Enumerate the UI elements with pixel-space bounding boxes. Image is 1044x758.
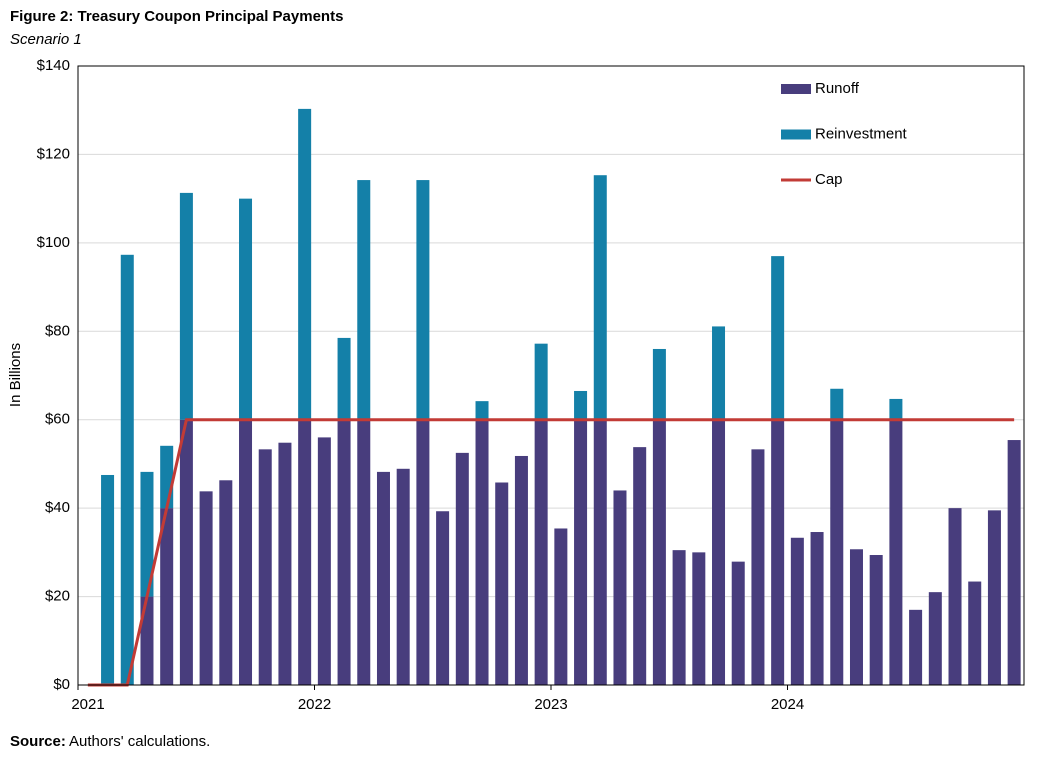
bar — [376, 471, 390, 685]
cap-line — [87, 418, 1015, 687]
bar — [771, 256, 785, 420]
y-tick-label: $120 — [37, 145, 70, 162]
x-tick-label: 2022 — [298, 696, 331, 713]
chart-subtitle: Scenario 1 — [10, 31, 82, 48]
bar — [593, 175, 607, 420]
bar — [179, 192, 193, 420]
bar — [317, 437, 331, 685]
bar — [652, 419, 666, 685]
bar — [534, 343, 548, 420]
bar — [554, 528, 568, 685]
bar — [810, 532, 824, 685]
bar — [652, 348, 666, 420]
y-tick-label: $0 — [53, 676, 70, 693]
bar — [179, 419, 193, 685]
bar — [416, 180, 430, 420]
bar — [928, 592, 942, 685]
bar — [948, 508, 962, 685]
legend-label: Cap — [815, 171, 843, 188]
bar — [1007, 440, 1021, 685]
bar — [357, 180, 371, 420]
y-tick-label: $20 — [45, 588, 70, 605]
legend-swatch — [781, 84, 811, 94]
bar — [416, 419, 430, 685]
source-text: Authors' calculations. — [69, 733, 210, 750]
chart-title: Figure 2: Treasury Coupon Principal Paym… — [10, 8, 343, 25]
bar — [987, 510, 1001, 685]
legend-label: Reinvestment — [815, 125, 908, 142]
bar — [101, 474, 115, 685]
x-tick-label: 2021 — [71, 696, 104, 713]
bar — [475, 401, 489, 420]
bar — [160, 445, 174, 509]
bar — [239, 419, 253, 685]
bar — [830, 388, 844, 420]
bar — [298, 419, 312, 685]
bar — [278, 442, 292, 685]
bar — [574, 390, 588, 420]
bar — [849, 549, 863, 685]
bar — [534, 419, 548, 685]
y-axis-label: In Billions — [7, 343, 24, 407]
bar — [475, 419, 489, 685]
bar — [889, 398, 903, 420]
bar — [830, 419, 844, 685]
bar — [495, 482, 509, 685]
bar — [239, 198, 253, 420]
bar — [771, 419, 785, 685]
y-tick-label: $100 — [37, 234, 70, 251]
x-tick-label: 2024 — [771, 696, 804, 713]
bar — [712, 419, 726, 685]
bar — [613, 490, 627, 685]
bar — [140, 471, 154, 597]
source-label: Source: — [10, 733, 66, 750]
bar — [396, 468, 410, 685]
bar — [751, 449, 765, 685]
bar — [731, 561, 745, 685]
y-tick-label: $140 — [37, 57, 70, 74]
bar — [790, 537, 804, 685]
bar — [889, 419, 903, 685]
bar — [337, 419, 351, 685]
legend-swatch — [781, 129, 811, 140]
x-tick-label: 2023 — [534, 696, 567, 713]
bar — [869, 555, 883, 685]
plot-frame — [77, 65, 1025, 686]
bar — [258, 449, 272, 685]
bar — [219, 480, 233, 685]
bar — [633, 447, 647, 685]
bar — [357, 419, 371, 685]
y-tick-label: $80 — [45, 322, 70, 339]
bar — [120, 254, 134, 686]
bar — [593, 419, 607, 685]
bar — [514, 455, 528, 685]
bar — [574, 419, 588, 685]
bar — [455, 452, 469, 685]
bar — [672, 550, 686, 685]
bar — [160, 508, 174, 685]
bar — [337, 337, 351, 420]
bar — [436, 511, 450, 685]
bar — [298, 108, 312, 420]
bar — [712, 326, 726, 420]
bar — [140, 596, 154, 685]
y-tick-label: $60 — [45, 411, 70, 428]
y-tick-label: $40 — [45, 499, 70, 516]
bar — [909, 609, 923, 685]
bar — [968, 581, 982, 685]
bar — [199, 491, 213, 685]
legend-label: Runoff — [815, 80, 860, 97]
bar — [692, 552, 706, 685]
